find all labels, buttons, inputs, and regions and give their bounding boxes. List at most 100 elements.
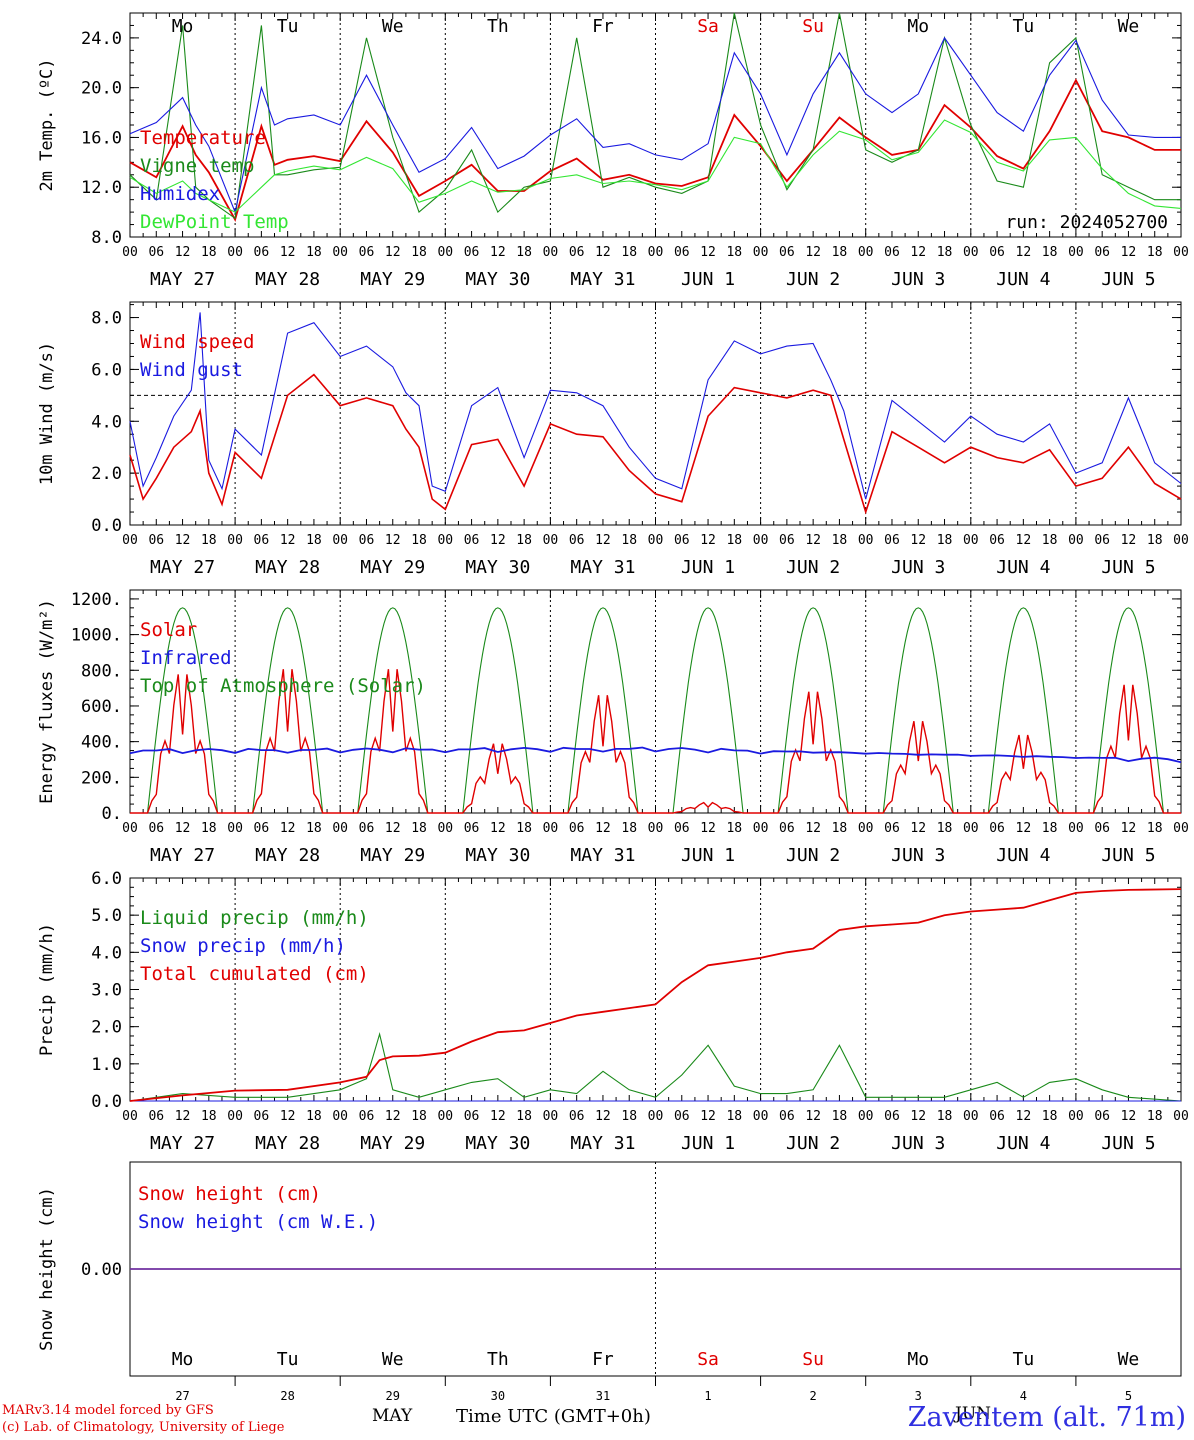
weekday-label: We: [382, 16, 404, 37]
hour-tick-label: 00: [437, 533, 453, 548]
hour-tick-label: 18: [411, 821, 427, 836]
precip-legend-0: Liquid precip (mm/h): [140, 907, 369, 929]
hour-tick-label: 12: [490, 821, 506, 836]
model-text: MARv3.14 model forced by GFS: [2, 1403, 214, 1418]
hour-tick-label: 12: [805, 533, 821, 548]
hour-tick-label: 18: [1147, 1109, 1163, 1124]
hour-tick-label: 00: [963, 1109, 979, 1124]
snow-weekday-label: Su: [802, 1349, 824, 1370]
date-label: MAY 28: [255, 269, 320, 290]
y-tick-label: 1200.: [71, 590, 122, 610]
snow-day-number: 4: [1020, 1389, 1027, 1403]
y-tick-label: 600.: [81, 697, 122, 717]
hour-tick-label: 00: [1173, 1109, 1189, 1124]
snow-weekday-label: We: [382, 1349, 404, 1370]
hour-tick-label: 18: [306, 821, 322, 836]
hour-tick-label: 18: [411, 533, 427, 548]
temp-series-0: [129, 78, 1181, 222]
date-label: JUN 1: [681, 845, 735, 866]
toa-curve: [1075, 607, 1181, 814]
hour-tick-label: 00: [648, 1109, 664, 1124]
hour-tick-label: 00: [858, 533, 874, 548]
hour-tick-label: 18: [937, 533, 953, 548]
hour-tick-label: 12: [910, 533, 926, 548]
hour-tick-label: 12: [385, 1109, 401, 1124]
hour-tick-label: 06: [674, 821, 690, 836]
hour-tick-label: 06: [779, 533, 795, 548]
hour-tick-label: 12: [700, 1109, 716, 1124]
hour-tick-label: 12: [280, 533, 296, 548]
wind-legend-0: Wind speed: [140, 331, 254, 353]
y-tick-label: 3.0: [91, 981, 122, 1001]
temp-series-3: [129, 119, 1182, 213]
hour-tick-label: 06: [148, 245, 164, 260]
time-axis-label: Time UTC (GMT+0h): [456, 1406, 651, 1427]
solar-curve: [445, 743, 551, 814]
solar-curve: [235, 669, 341, 814]
snow-day-number: 28: [280, 1389, 294, 1403]
temp-ylabel: 2m Temp. (ºC): [37, 58, 57, 191]
hour-tick-label: 12: [805, 821, 821, 836]
hour-tick-label: 06: [1094, 533, 1110, 548]
hour-tick-label: 18: [1042, 821, 1058, 836]
hour-tick-label: 18: [621, 533, 637, 548]
y-tick-label: 24.0: [81, 29, 122, 49]
snow-y-tick-label: 0.00: [81, 1260, 122, 1280]
hour-tick-label: 12: [910, 1109, 926, 1124]
hour-tick-label: 00: [753, 245, 769, 260]
hour-tick-label: 00: [1068, 533, 1084, 548]
hour-tick-label: 18: [726, 1109, 742, 1124]
hour-tick-label: 12: [595, 533, 611, 548]
solar-curve: [865, 721, 971, 814]
energy-legend-1: Infrared: [140, 647, 232, 669]
hour-tick-label: 18: [1147, 821, 1163, 836]
toa-curve: [130, 607, 236, 814]
date-label: MAY 30: [465, 845, 530, 866]
date-label: MAY 29: [360, 557, 425, 578]
y-tick-label: 20.0: [81, 79, 122, 99]
solar-curve: [760, 691, 866, 814]
y-tick-label: 800.: [81, 661, 122, 681]
hour-tick-label: 12: [595, 1109, 611, 1124]
date-label: JUN 5: [1101, 1133, 1155, 1154]
hour-tick-label: 00: [753, 821, 769, 836]
weekday-label: Mo: [907, 16, 929, 37]
hour-tick-label: 18: [516, 245, 532, 260]
hour-tick-label: 12: [175, 1109, 191, 1124]
y-tick-label: 16.0: [81, 128, 122, 148]
hour-tick-label: 06: [1094, 821, 1110, 836]
y-tick-label: 4.0: [91, 412, 122, 432]
hour-tick-label: 00: [963, 821, 979, 836]
hour-tick-label: 18: [621, 245, 637, 260]
hour-tick-label: 06: [884, 821, 900, 836]
precip-legend-1: Snow precip (mm/h): [140, 935, 346, 957]
hour-tick-label: 00: [332, 821, 348, 836]
hour-tick-label: 18: [937, 1109, 953, 1124]
hour-tick-label: 12: [490, 533, 506, 548]
hour-tick-label: 12: [1016, 821, 1032, 836]
temp-series-2: [129, 36, 1181, 214]
hour-tick-label: 18: [832, 821, 848, 836]
date-label: MAY 27: [150, 557, 215, 578]
date-label: JUN 3: [891, 845, 945, 866]
weekday-label: Tu: [277, 16, 299, 37]
hour-tick-label: 00: [543, 533, 559, 548]
model-credit: MARv3.14 model forced by GFS (c) Lab. of…: [2, 1402, 284, 1436]
hour-tick-label: 00: [1068, 245, 1084, 260]
hour-tick-label: 06: [148, 821, 164, 836]
hour-tick-label: 00: [227, 245, 243, 260]
hour-tick-label: 00: [332, 1109, 348, 1124]
date-label: JUN 4: [996, 845, 1050, 866]
y-tick-label: 400.: [81, 733, 122, 753]
y-tick-label: 0.0: [91, 1092, 122, 1112]
date-label: JUN 4: [996, 557, 1050, 578]
hour-tick-label: 18: [516, 1109, 532, 1124]
wind-ylabel: 10m Wind (m/s): [37, 342, 57, 485]
hour-tick-label: 18: [937, 245, 953, 260]
hour-tick-label: 00: [332, 245, 348, 260]
y-tick-label: 2.0: [91, 1018, 122, 1038]
date-label: JUN 3: [891, 269, 945, 290]
hour-tick-label: 06: [884, 1109, 900, 1124]
wind-legend-1: Wind gust: [140, 359, 243, 381]
snow-day-number: 29: [386, 1389, 400, 1403]
